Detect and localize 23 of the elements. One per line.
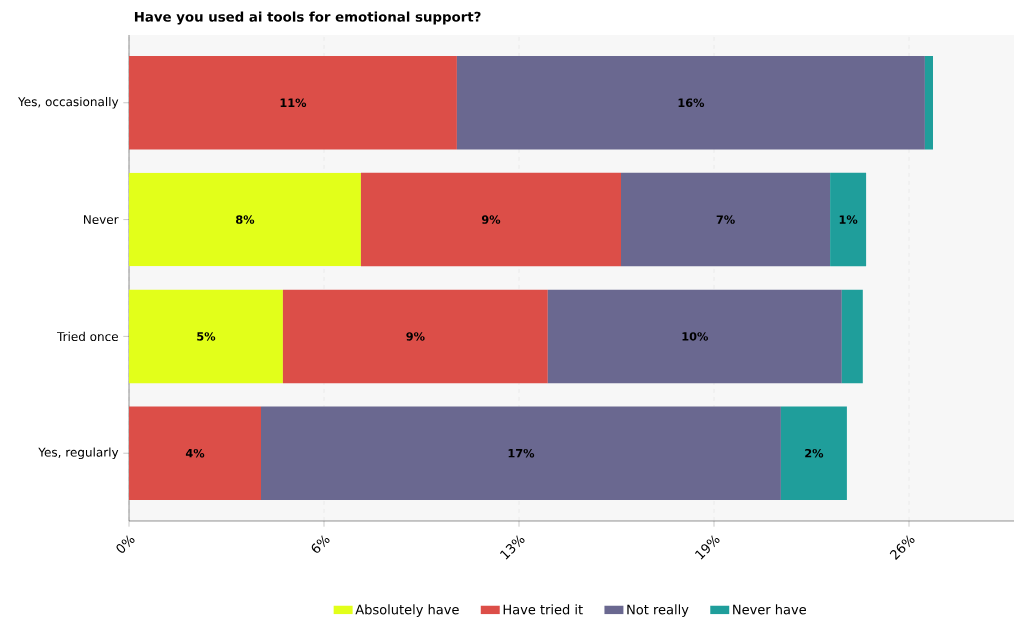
data-label: 9% [481,215,501,225]
legend-label: Not really [627,604,689,618]
data-label: 17% [508,449,535,458]
legend-label: Absolutely have [355,604,459,618]
y-tick-label: Yes, regularly [38,447,119,460]
data-label: 8% [236,215,255,225]
chart-title: Have you used ai tools for emotional support? [134,11,481,25]
data-label: 2% [805,449,824,458]
data-label: 10% [682,332,709,341]
data-label: 16% [678,98,705,108]
data-label: 9% [406,332,425,341]
y-tick-label: Yes, occasionally [18,97,119,109]
x-tick-label: 0% [116,535,135,554]
data-label: 1% [839,215,858,225]
data-label: 7% [716,215,735,225]
data-label: 4% [185,449,205,458]
data-label: 5% [197,332,216,341]
data-label: 11% [280,98,307,108]
y-tick-label: Never [84,215,119,225]
legend-label: Have tried it [503,604,583,615]
y-tick-label: Tried once [56,331,118,342]
x-tick-label: 6% [311,535,330,554]
legend-label: Never have [733,604,806,615]
